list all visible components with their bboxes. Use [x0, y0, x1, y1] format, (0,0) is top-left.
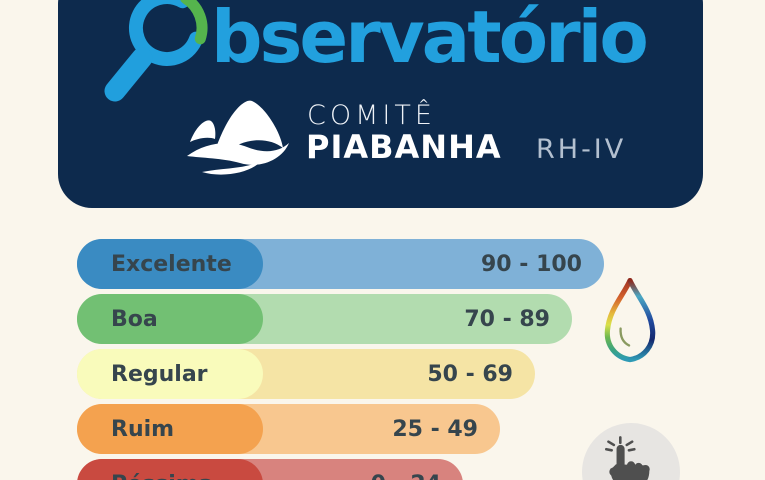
- org-name-line1: COMITÊ: [307, 100, 436, 131]
- legend-label: Excelente: [111, 251, 232, 277]
- legend-label-pill: Péssima: [77, 459, 263, 480]
- org-name-line2: PIABANHA: [306, 128, 502, 166]
- comite-piabanha-logo: [187, 100, 289, 175]
- legend-label-pill: Boa: [77, 294, 263, 344]
- legend-label-pill: Ruim: [77, 404, 263, 454]
- legend-label: Ruim: [111, 416, 175, 442]
- header-card: [58, 0, 703, 208]
- legend-label-pill: Regular: [77, 349, 263, 399]
- legend-label: Péssima: [111, 472, 214, 480]
- tap-hand-icon: [605, 436, 650, 480]
- tap-button[interactable]: [582, 423, 680, 480]
- rainbow-water-drop-icon: [604, 277, 656, 363]
- legend-range-value: 50 - 69: [427, 361, 513, 387]
- region-code: RH-IV: [536, 134, 627, 165]
- legend-range-value: 0 - 24: [371, 472, 441, 480]
- magnifier-icon: [104, 0, 208, 102]
- legend-range-value: 90 - 100: [481, 251, 582, 277]
- legend-range-value: 70 - 89: [464, 306, 550, 332]
- legend-range-value: 25 - 49: [392, 416, 478, 442]
- legend-label-pill: Excelente: [77, 239, 263, 289]
- page-title: bservatório: [211, 0, 649, 79]
- legend-label: Boa: [111, 306, 158, 332]
- legend-label: Regular: [111, 361, 208, 387]
